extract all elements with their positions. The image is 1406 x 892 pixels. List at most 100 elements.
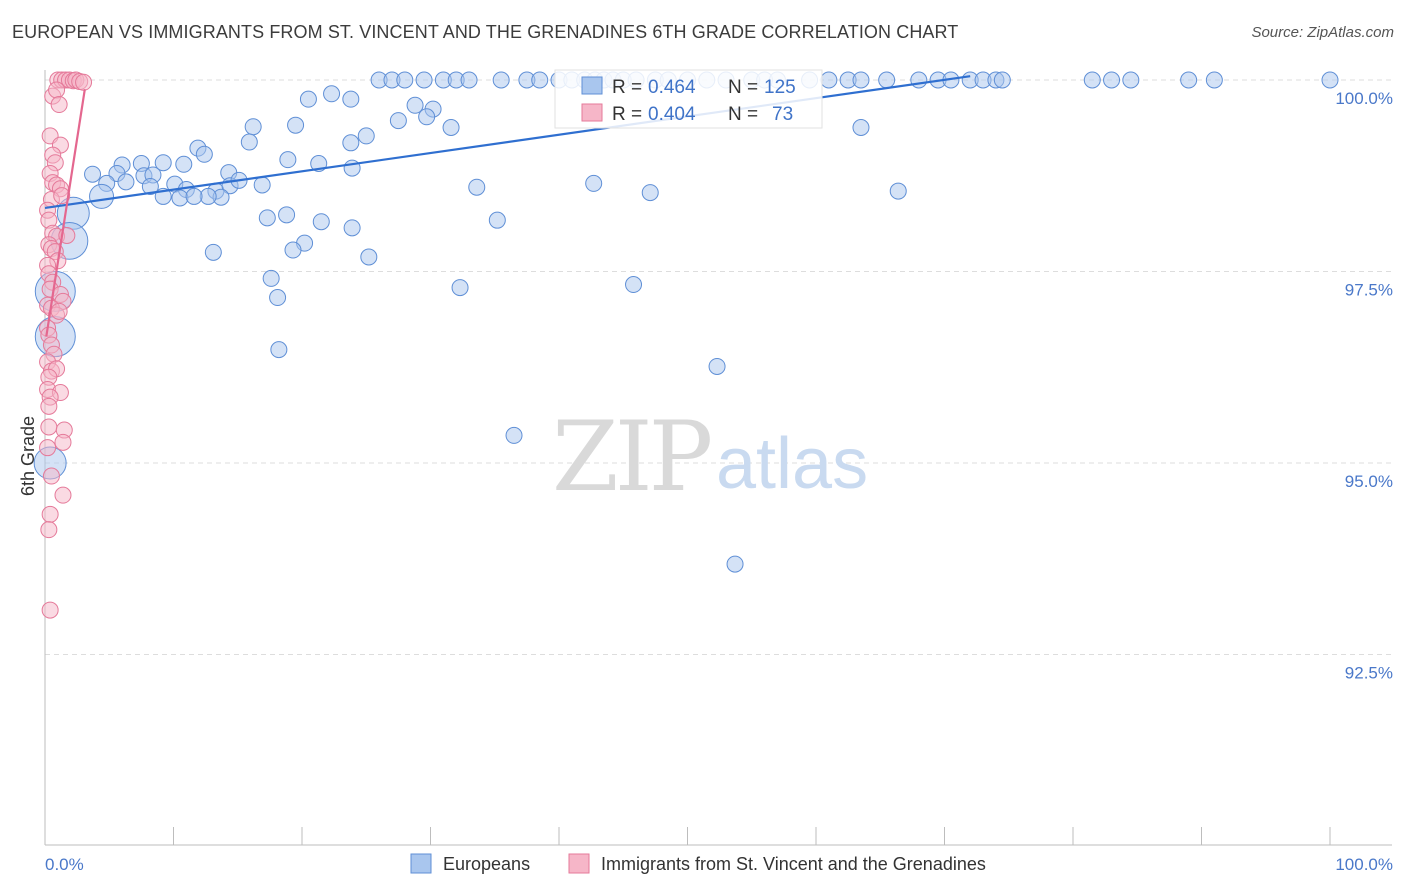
tick-labels: 100.0% 97.5% 95.0% 92.5% 0.0% 100.0% — [45, 89, 1393, 874]
point-europeans — [84, 165, 102, 183]
point-immigrants — [40, 397, 58, 415]
point-immigrants — [40, 418, 58, 436]
trend-line-europeans — [44, 75, 971, 210]
stats-r-value: 0.464 — [648, 77, 696, 98]
point-europeans — [852, 118, 870, 136]
point-europeans — [278, 206, 296, 224]
point-europeans — [141, 177, 159, 195]
point-europeans — [488, 211, 506, 229]
watermark-zip: ZIP — [552, 401, 711, 513]
point-europeans — [360, 248, 378, 266]
point-europeans — [204, 243, 222, 261]
point-immigrants — [48, 81, 66, 99]
point-europeans — [154, 154, 172, 172]
point-europeans — [389, 112, 407, 130]
legend-swatch-europeans — [410, 853, 432, 874]
point-europeans — [244, 118, 262, 136]
point-europeans — [195, 145, 213, 163]
point-europeans — [270, 341, 288, 359]
point-europeans — [468, 178, 486, 196]
legend-label-immigrants: Immigrants from St. Vincent and the Gren… — [601, 854, 986, 874]
point-europeans — [1205, 71, 1223, 89]
stats-swatch-pink — [581, 103, 603, 122]
point-europeans — [117, 173, 135, 191]
point-europeans — [175, 155, 193, 173]
point-immigrants — [42, 467, 60, 485]
point-europeans — [878, 71, 896, 89]
y-axis-label: 6th Grade — [18, 416, 38, 496]
stats-swatch-blue — [581, 76, 603, 95]
point-europeans — [726, 555, 744, 573]
point-immigrants — [41, 601, 59, 619]
point-immigrants — [50, 96, 68, 114]
point-europeans — [199, 187, 217, 205]
point-europeans — [585, 174, 603, 192]
point-europeans — [625, 276, 643, 294]
point-immigrants — [40, 521, 58, 539]
stats-n-label: N = — [728, 77, 758, 98]
point-europeans — [442, 118, 460, 136]
y-tick-label: 95.0% — [1345, 472, 1393, 491]
watermark-atlas: atlas — [716, 424, 868, 504]
point-europeans — [889, 182, 907, 200]
point-europeans — [1321, 71, 1339, 89]
point-europeans — [406, 96, 424, 114]
point-europeans — [852, 71, 870, 89]
stats-n-label: N = — [728, 104, 758, 125]
point-europeans — [342, 134, 360, 152]
y-tick-label: 97.5% — [1345, 281, 1393, 300]
point-immigrants — [50, 302, 68, 320]
point-europeans — [418, 108, 436, 126]
point-europeans — [253, 176, 271, 194]
point-europeans — [312, 213, 330, 231]
stats-n-value: 125 — [764, 77, 796, 98]
trend-lines — [44, 75, 971, 337]
point-europeans — [1122, 71, 1140, 89]
point-immigrants — [54, 486, 72, 504]
point-europeans — [505, 426, 523, 444]
point-europeans — [460, 71, 478, 89]
point-europeans — [415, 71, 433, 89]
stats-r-value: 0.404 — [648, 104, 696, 125]
stats-n-value: 73 — [772, 104, 793, 125]
legend-label-europeans: Europeans — [443, 854, 530, 874]
point-europeans — [343, 219, 361, 237]
point-immigrants — [39, 439, 57, 457]
point-europeans — [299, 90, 317, 108]
point-europeans — [279, 151, 297, 169]
point-immigrants — [54, 433, 72, 451]
point-europeans — [820, 71, 838, 89]
point-europeans — [342, 90, 360, 108]
point-immigrants — [75, 73, 93, 91]
point-europeans — [1083, 71, 1101, 89]
point-europeans — [1180, 71, 1198, 89]
stats-box: R = 0.464 N = 125 R = 0.404 N = 73 — [554, 69, 823, 129]
y-tick-label: 92.5% — [1345, 664, 1393, 683]
legend: Europeans Immigrants from St. Vincent an… — [410, 853, 986, 874]
point-europeans — [262, 269, 280, 287]
point-europeans — [357, 127, 375, 145]
point-immigrants — [41, 505, 59, 523]
y-tick-label: 100.0% — [1335, 89, 1393, 108]
x-tick-label: 100.0% — [1335, 855, 1393, 874]
source-label: Source: ZipAtlas.com — [1251, 24, 1394, 41]
stats-r-label: R = — [612, 104, 642, 125]
point-europeans — [1103, 71, 1121, 89]
point-immigrants — [53, 187, 71, 205]
watermark: ZIP atlas — [552, 401, 868, 513]
point-europeans — [240, 133, 258, 151]
point-europeans — [641, 184, 659, 202]
point-europeans — [287, 116, 305, 134]
point-europeans — [993, 71, 1011, 89]
point-europeans — [708, 357, 726, 375]
point-europeans — [269, 289, 287, 307]
point-europeans — [531, 71, 549, 89]
trend-line-immigrants — [45, 89, 86, 337]
point-europeans — [396, 71, 414, 89]
point-europeans — [171, 189, 189, 207]
point-europeans — [185, 187, 203, 205]
x-tick-label: 0.0% — [45, 855, 84, 874]
chart-title: EUROPEAN VS IMMIGRANTS FROM ST. VINCENT … — [12, 22, 959, 42]
stats-r-label: R = — [612, 77, 642, 98]
